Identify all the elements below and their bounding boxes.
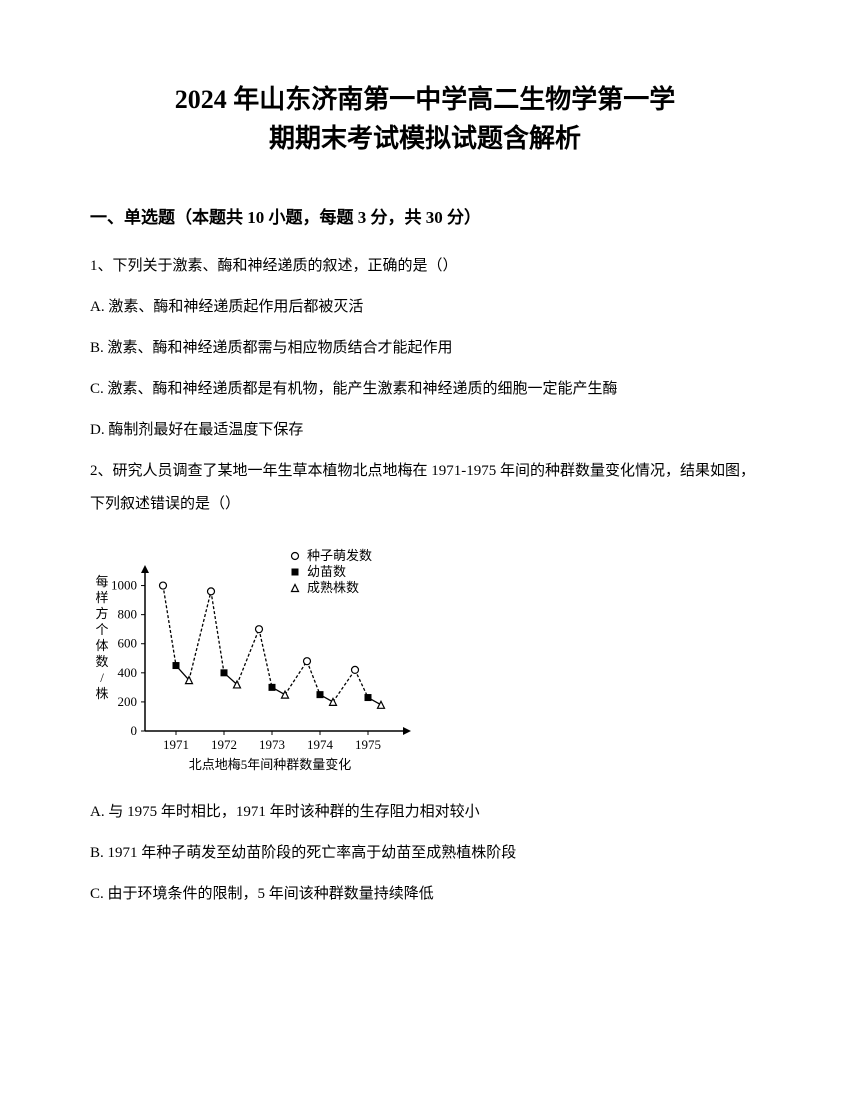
chart-svg: 0 200 400 600 800 1000每样方个体数/株 1971 1972 1973 197… — [90, 536, 430, 776]
svg-text:1000: 1000 — [111, 578, 137, 593]
question-1-option-d: D. 酶制剂最好在最适温度下保存 — [90, 414, 760, 447]
svg-text:1974: 1974 — [307, 737, 334, 752]
svg-text:1973: 1973 — [259, 737, 285, 752]
question-2-option-a: A. 与 1975 年时相比，1971 年时该种群的生存阻力相对较小 — [90, 796, 760, 829]
title-line-2: 期期末考试模拟试题含解析 — [90, 119, 760, 158]
svg-text:北点地梅5年间种群数量变化: 北点地梅5年间种群数量变化 — [189, 757, 352, 772]
svg-text:每样方个体数/株: 每样方个体数/株 — [95, 574, 108, 701]
svg-text:1975: 1975 — [355, 737, 381, 752]
svg-text:800: 800 — [118, 607, 138, 622]
section-header: 一、单选题（本题共 10 小题，每题 3 分，共 30 分） — [90, 203, 760, 228]
population-chart: 0 200 400 600 800 1000每样方个体数/株 1971 1972 1973 197… — [90, 536, 760, 776]
svg-text:600: 600 — [118, 636, 138, 651]
question-2-option-b: B. 1971 年种子萌发至幼苗阶段的死亡率高于幼苗至成熟植株阶段 — [90, 837, 760, 870]
svg-text:成熟株数: 成熟株数 — [307, 580, 359, 595]
question-2-option-c: C. 由于环境条件的限制，5 年间该种群数量持续降低 — [90, 878, 760, 911]
question-1-text: 1、下列关于激素、酶和神经递质的叙述，正确的是（） — [90, 250, 760, 283]
question-2-text: 2、研究人员调查了某地一年生草本植物北点地梅在 1971-1975 年间的种群数… — [90, 455, 760, 521]
question-1-option-c: C. 激素、酶和神经递质都是有机物，能产生激素和神经递质的细胞一定能产生酶 — [90, 373, 760, 406]
svg-text:1972: 1972 — [211, 737, 237, 752]
page-title: 2024 年山东济南第一中学高二生物学第一学 期期末考试模拟试题含解析 — [90, 80, 760, 158]
svg-text:400: 400 — [118, 665, 138, 680]
svg-text:0: 0 — [131, 723, 138, 738]
svg-text:200: 200 — [118, 694, 138, 709]
svg-text:幼苗数: 幼苗数 — [307, 564, 346, 579]
title-line-1: 2024 年山东济南第一中学高二生物学第一学 — [90, 80, 760, 119]
svg-text:种子萌发数: 种子萌发数 — [307, 548, 372, 563]
question-1-option-b: B. 激素、酶和神经递质都需与相应物质结合才能起作用 — [90, 332, 760, 365]
question-1-option-a: A. 激素、酶和神经递质起作用后都被灭活 — [90, 291, 760, 324]
svg-text:1971: 1971 — [163, 737, 189, 752]
